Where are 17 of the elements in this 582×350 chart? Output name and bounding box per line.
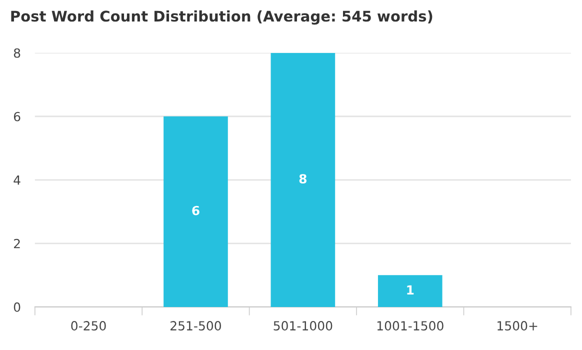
- bar: [164, 116, 228, 307]
- y-tick-label: 4: [14, 176, 20, 185]
- x-tick-label: 1500+: [498, 321, 538, 331]
- x-tick-label: 501-1000: [274, 321, 332, 331]
- x-tick-label: 1001-1500: [377, 321, 444, 331]
- x-tick-label: 0-250: [71, 321, 106, 331]
- data-label: 1: [407, 285, 414, 295]
- y-tick-label: 2: [14, 238, 20, 248]
- y-tick-label: 6: [14, 112, 20, 122]
- bar: [270, 52, 336, 307]
- chart-title: Post Word Count Distribution (Average: 545 words): [11, 10, 432, 25]
- data-label: 6: [192, 206, 200, 216]
- x-tick-label: 251-500: [170, 321, 222, 331]
- data-label: 8: [299, 174, 307, 184]
- y-tick-label: 8: [14, 48, 20, 58]
- bar: [378, 275, 442, 307]
- y-tick-label: 0: [14, 302, 20, 312]
